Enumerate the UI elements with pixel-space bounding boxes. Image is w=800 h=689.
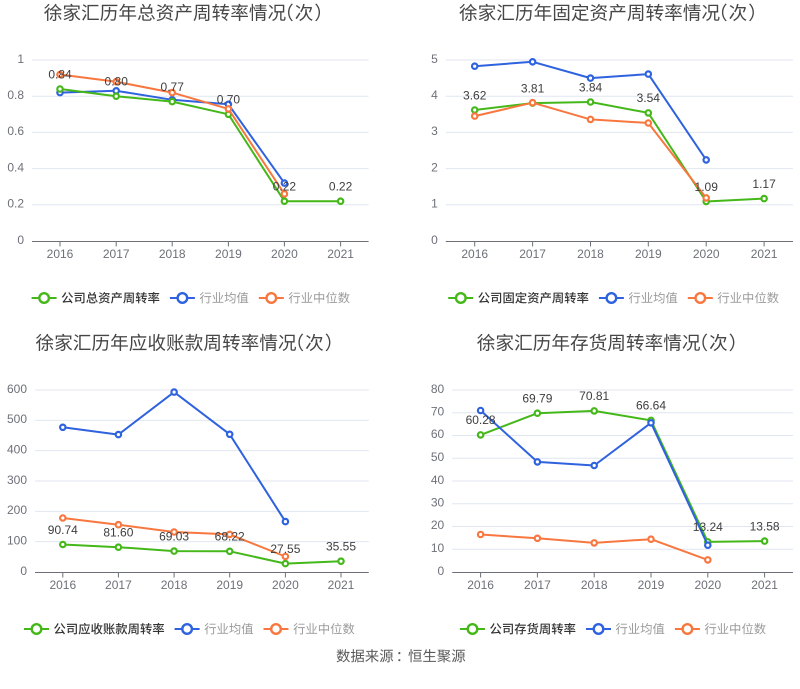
svg-text:600: 600 bbox=[7, 382, 27, 396]
svg-text:2017: 2017 bbox=[105, 578, 132, 592]
svg-text:2: 2 bbox=[431, 160, 438, 174]
svg-text:2020: 2020 bbox=[271, 247, 298, 261]
svg-text:2017: 2017 bbox=[103, 247, 130, 261]
svg-text:1: 1 bbox=[17, 52, 24, 66]
svg-text:30: 30 bbox=[431, 496, 445, 510]
svg-text:0.2: 0.2 bbox=[7, 197, 24, 211]
svg-text:2020: 2020 bbox=[694, 578, 721, 592]
svg-text:3: 3 bbox=[431, 124, 438, 138]
svg-text:200: 200 bbox=[7, 503, 27, 517]
svg-text:3.81: 3.81 bbox=[521, 81, 545, 95]
svg-text:2016: 2016 bbox=[467, 578, 494, 592]
svg-text:1: 1 bbox=[431, 197, 438, 211]
svg-text:69.03: 69.03 bbox=[159, 529, 189, 543]
svg-text:80: 80 bbox=[431, 382, 445, 396]
svg-text:2016: 2016 bbox=[461, 247, 488, 261]
svg-text:70: 70 bbox=[431, 405, 445, 419]
svg-text:0.70: 0.70 bbox=[217, 93, 241, 107]
svg-text:13.58: 13.58 bbox=[750, 519, 780, 533]
svg-text:2021: 2021 bbox=[751, 578, 778, 592]
svg-text:0: 0 bbox=[20, 564, 27, 578]
svg-text:40: 40 bbox=[431, 473, 445, 487]
svg-text:2019: 2019 bbox=[215, 247, 242, 261]
svg-text:1.09: 1.09 bbox=[695, 180, 719, 194]
svg-text:13.24: 13.24 bbox=[693, 520, 723, 534]
svg-text:68.22: 68.22 bbox=[215, 530, 245, 544]
svg-text:35.55: 35.55 bbox=[326, 540, 356, 554]
svg-text:0: 0 bbox=[431, 233, 438, 247]
svg-text:50: 50 bbox=[431, 450, 445, 464]
svg-text:2018: 2018 bbox=[159, 247, 186, 261]
svg-text:0.6: 0.6 bbox=[7, 124, 24, 138]
svg-text:0.84: 0.84 bbox=[48, 67, 72, 81]
svg-text:0.8: 0.8 bbox=[7, 88, 24, 102]
svg-text:2021: 2021 bbox=[751, 247, 778, 261]
svg-text:500: 500 bbox=[7, 412, 27, 426]
svg-text:2018: 2018 bbox=[581, 578, 608, 592]
svg-text:2021: 2021 bbox=[327, 247, 354, 261]
svg-text:0.77: 0.77 bbox=[161, 80, 185, 94]
svg-text:2020: 2020 bbox=[693, 247, 720, 261]
svg-text:81.60: 81.60 bbox=[103, 526, 133, 540]
svg-text:2018: 2018 bbox=[577, 247, 604, 261]
svg-text:2016: 2016 bbox=[47, 247, 74, 261]
svg-text:2018: 2018 bbox=[161, 578, 188, 592]
svg-text:60: 60 bbox=[431, 427, 445, 441]
svg-text:2019: 2019 bbox=[638, 578, 665, 592]
svg-text:0.22: 0.22 bbox=[329, 180, 353, 194]
svg-text:90.74: 90.74 bbox=[48, 523, 78, 537]
svg-text:2017: 2017 bbox=[519, 247, 546, 261]
svg-text:5: 5 bbox=[431, 52, 438, 66]
svg-text:60.28: 60.28 bbox=[466, 413, 496, 427]
svg-text:2020: 2020 bbox=[272, 578, 299, 592]
svg-text:3.62: 3.62 bbox=[463, 88, 487, 102]
svg-text:2016: 2016 bbox=[49, 578, 76, 592]
svg-text:0: 0 bbox=[438, 564, 445, 578]
svg-text:0.4: 0.4 bbox=[7, 160, 24, 174]
svg-text:69.79: 69.79 bbox=[522, 392, 552, 406]
svg-text:10: 10 bbox=[431, 541, 445, 555]
svg-text:2019: 2019 bbox=[635, 247, 662, 261]
svg-text:2017: 2017 bbox=[524, 578, 551, 592]
svg-text:3.84: 3.84 bbox=[579, 80, 603, 94]
svg-text:0.80: 0.80 bbox=[105, 75, 129, 89]
svg-text:300: 300 bbox=[7, 473, 27, 487]
svg-text:3.54: 3.54 bbox=[637, 91, 661, 105]
svg-text:20: 20 bbox=[431, 518, 445, 532]
svg-text:100: 100 bbox=[7, 533, 27, 547]
svg-text:70.81: 70.81 bbox=[579, 389, 609, 403]
svg-text:2019: 2019 bbox=[216, 578, 243, 592]
svg-text:4: 4 bbox=[431, 88, 438, 102]
svg-text:0.22: 0.22 bbox=[273, 180, 297, 194]
svg-text:1.17: 1.17 bbox=[752, 177, 776, 191]
svg-text:0: 0 bbox=[17, 233, 24, 247]
svg-text:400: 400 bbox=[7, 442, 27, 456]
svg-text:27.55: 27.55 bbox=[270, 542, 300, 556]
svg-text:2021: 2021 bbox=[328, 578, 355, 592]
svg-text:66.64: 66.64 bbox=[636, 399, 666, 413]
